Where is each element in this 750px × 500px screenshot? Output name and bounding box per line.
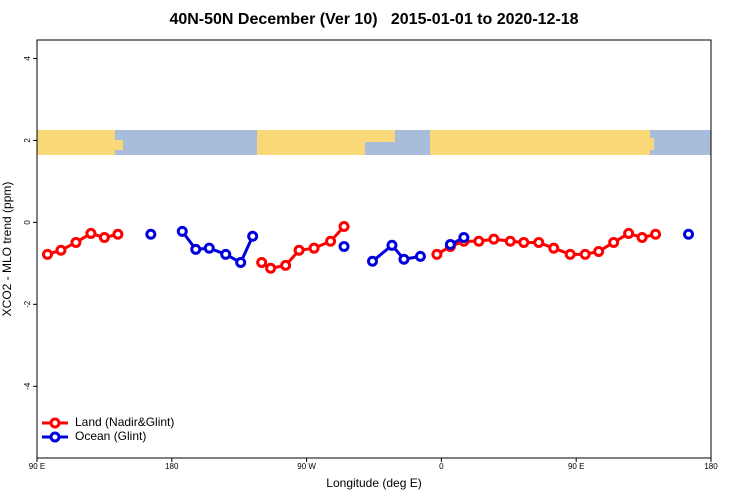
data-point xyxy=(55,244,67,256)
x-tick-label: 180 xyxy=(165,462,179,471)
chart-title: 40N-50N December (Ver 10) 2015-01-01 to … xyxy=(169,11,578,28)
data-point xyxy=(98,232,110,244)
y-tick-label: 0 xyxy=(23,220,32,225)
data-point xyxy=(367,255,379,267)
data-point xyxy=(145,228,157,240)
legend-marker xyxy=(49,431,61,443)
data-point xyxy=(593,245,605,257)
data-point xyxy=(235,257,247,269)
legend-marker xyxy=(49,417,61,429)
data-point xyxy=(650,228,662,240)
data-point xyxy=(608,236,620,248)
data-point xyxy=(533,236,545,248)
data-point xyxy=(70,236,82,248)
x-tick-label: 90 E xyxy=(29,462,45,471)
data-point xyxy=(256,257,268,269)
data-point xyxy=(203,242,215,254)
legend-label: Ocean (Glint) xyxy=(75,429,146,443)
data-point xyxy=(518,236,530,248)
data-point xyxy=(176,225,188,237)
data-point xyxy=(308,242,320,254)
legend-label: Land (Nadir&Glint) xyxy=(75,415,174,429)
x-tick-label: 90 W xyxy=(297,462,316,471)
x-tick-label: 0 xyxy=(439,462,444,471)
data-point xyxy=(548,242,560,254)
y-tick-label: -2 xyxy=(23,300,32,308)
data-point xyxy=(338,241,350,253)
data-point xyxy=(247,230,259,242)
x-axis-label: Longitude (deg E) xyxy=(326,476,421,490)
data-point xyxy=(41,248,53,260)
data-point xyxy=(398,253,410,265)
data-point xyxy=(190,243,202,255)
data-point xyxy=(473,235,485,247)
data-point xyxy=(444,238,456,250)
y-tick-label: 4 xyxy=(23,56,32,61)
data-point xyxy=(623,227,635,239)
y-tick-label: 2 xyxy=(23,138,32,143)
data-point xyxy=(265,262,277,274)
map-strip xyxy=(37,130,711,155)
x-tick-label: 90 E xyxy=(568,462,584,471)
data-point xyxy=(112,228,124,240)
plot-frame xyxy=(36,39,712,459)
data-point xyxy=(636,232,648,244)
data-point xyxy=(414,250,426,262)
data-point xyxy=(220,248,232,260)
y-tick-label: -4 xyxy=(23,382,32,390)
data-point xyxy=(431,248,443,260)
series-line xyxy=(371,243,421,263)
data-point xyxy=(579,248,591,260)
data-point xyxy=(85,227,97,239)
x-tick-label: 180 xyxy=(704,462,718,471)
data-point xyxy=(488,233,500,245)
data-point xyxy=(504,235,516,247)
data-point xyxy=(564,248,576,260)
data-point xyxy=(386,239,398,251)
data-point xyxy=(325,235,337,247)
data-point xyxy=(280,259,292,271)
series-line xyxy=(436,231,656,256)
data-point xyxy=(683,228,695,240)
data-point xyxy=(458,232,470,244)
y-axis-label: XCO2 - MLO trend (ppm) xyxy=(0,182,14,317)
data-point xyxy=(338,220,350,232)
data-point xyxy=(293,244,305,256)
